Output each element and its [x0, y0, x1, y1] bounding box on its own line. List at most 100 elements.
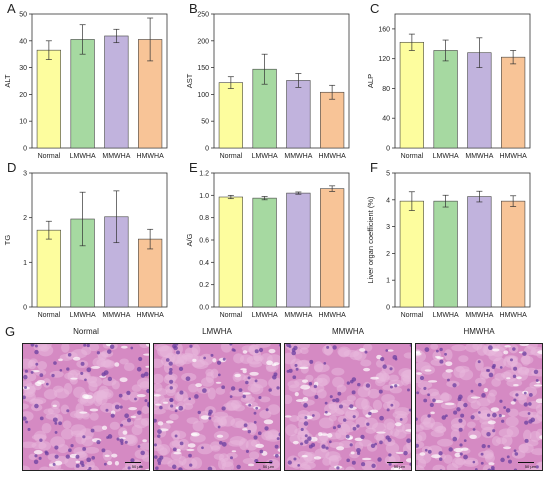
cytoplasm: [96, 358, 112, 368]
nucleus: [106, 349, 112, 354]
nucleus: [82, 447, 87, 451]
nucleus: [345, 434, 350, 439]
nucleus: [378, 389, 383, 394]
nucleus: [379, 415, 384, 421]
sinusoid: [535, 398, 542, 404]
nucleus: [513, 449, 517, 453]
cytoplasm: [375, 359, 385, 368]
sinusoid: [487, 420, 496, 425]
sinusoid: [416, 350, 421, 354]
y-tick-label: 0.6: [199, 238, 209, 245]
nucleus: [399, 418, 403, 421]
nucleus: [86, 344, 90, 348]
cytoplasm: [453, 366, 466, 379]
nucleus: [481, 393, 486, 398]
y-tick-label: 0: [205, 146, 209, 153]
nucleus: [175, 344, 179, 346]
he-stain-image: [416, 344, 542, 470]
x-tick-label: MMWHA: [465, 153, 493, 160]
nucleus: [500, 457, 505, 463]
nucleus: [178, 366, 184, 372]
nucleus: [292, 375, 297, 380]
sinusoid: [114, 362, 120, 367]
nucleus: [459, 443, 463, 447]
nucleus: [332, 426, 337, 430]
nucleus: [257, 431, 262, 436]
nucleus: [231, 469, 233, 470]
nucleus: [530, 417, 536, 423]
cytoplasm: [245, 439, 258, 451]
nucleus: [91, 456, 96, 460]
nucleus: [168, 361, 173, 366]
nucleus: [352, 415, 356, 419]
nucleus: [470, 389, 474, 393]
sinusoid: [369, 409, 379, 414]
nucleus: [75, 454, 80, 459]
cytoplasm: [38, 441, 52, 451]
nucleus: [492, 429, 496, 433]
cytoplasm: [518, 394, 527, 405]
cytoplasm: [360, 359, 372, 367]
nucleus: [444, 352, 447, 356]
nucleus: [439, 469, 443, 470]
nucleus: [265, 408, 269, 412]
nucleus: [492, 412, 497, 418]
y-axis-label: A/G: [185, 233, 194, 246]
nucleus: [27, 427, 31, 431]
nucleus: [253, 435, 258, 440]
sinusoid: [90, 366, 101, 369]
sinusoid: [215, 381, 222, 384]
nucleus: [365, 383, 371, 388]
sinusoid: [242, 427, 248, 431]
x-tick-label: Normal: [220, 153, 243, 160]
nucleus: [458, 394, 463, 400]
nucleus: [349, 404, 354, 409]
histology-label-hmwha: HMWHA: [463, 327, 495, 336]
x-tick-label: HMWHA: [137, 312, 165, 319]
cytoplasm: [92, 425, 105, 432]
plot-frame: [394, 172, 531, 308]
sinusoid: [405, 429, 411, 432]
cytoplasm: [384, 438, 396, 446]
nucleus: [245, 380, 249, 385]
sinusoid: [313, 456, 322, 460]
nucleus: [407, 388, 410, 392]
nucleus: [248, 403, 252, 407]
sinusoid: [200, 415, 210, 420]
panel-label: A: [7, 1, 16, 16]
sinusoid: [393, 467, 402, 470]
nucleus: [460, 413, 465, 418]
cytoplasm: [229, 436, 246, 446]
nucleus: [169, 367, 173, 372]
nucleus: [527, 412, 531, 415]
nucleus: [486, 413, 491, 417]
nucleus: [432, 398, 436, 403]
nucleus: [268, 388, 272, 392]
nucleus: [406, 438, 411, 444]
nucleus: [171, 464, 177, 469]
nucleus: [154, 418, 157, 423]
nucleus: [480, 461, 484, 465]
bar-hmwha: [138, 238, 163, 308]
cytoplasm: [246, 377, 257, 386]
nucleus: [83, 344, 87, 347]
sinusoid: [249, 371, 259, 376]
plot-frame: [31, 172, 168, 308]
cytoplasm: [141, 405, 149, 415]
cytoplasm: [171, 440, 181, 447]
chart-panel-f: F 0 1 2 3 4 5 Liver organ coefficient (%) Normal…: [366, 160, 531, 319]
nucleus: [416, 391, 420, 395]
nucleus: [377, 457, 382, 462]
cytoplasm: [75, 372, 90, 380]
cytoplasm: [109, 421, 120, 430]
nucleus: [247, 376, 251, 380]
nucleus: [38, 456, 42, 460]
nucleus: [304, 415, 308, 420]
nucleus: [188, 397, 192, 401]
nucleus: [456, 407, 461, 412]
cytoplasm: [371, 422, 387, 433]
y-tick-label: 3: [386, 224, 390, 231]
sinusoid: [445, 361, 453, 367]
x-tick-label: MMWHA: [284, 153, 312, 160]
cytoplasm: [503, 356, 518, 368]
